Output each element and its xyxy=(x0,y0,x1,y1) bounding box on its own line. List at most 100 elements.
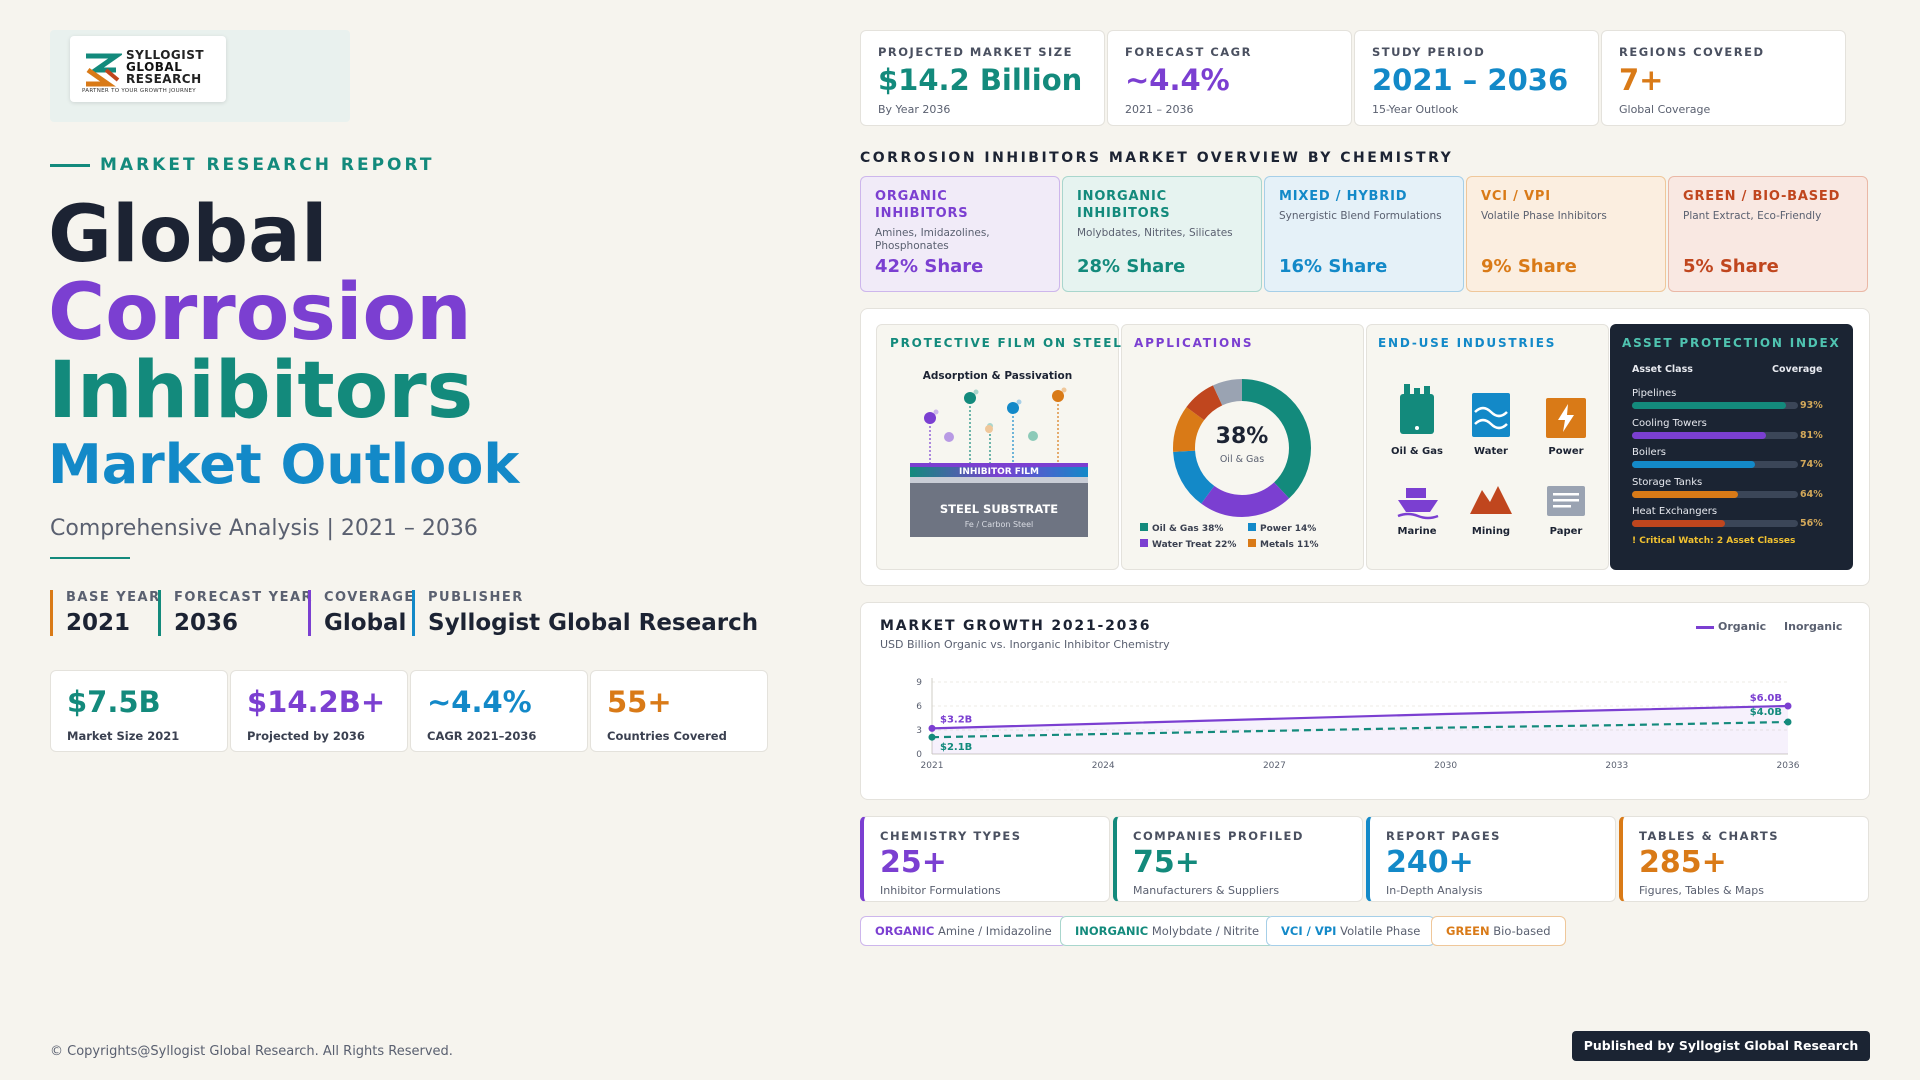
chemistry-desc: Molybdates, Nitrites, Silicates xyxy=(1077,226,1233,239)
stat-value: 2021 – 2036 xyxy=(1372,63,1569,97)
legend-item: Oil & Gas 38% xyxy=(1140,523,1248,534)
bottom-stat-sub: Manufacturers & Suppliers xyxy=(1133,884,1280,897)
chemistry-desc: Plant Extract, Eco-Friendly xyxy=(1683,209,1822,222)
coverage-col-header: Coverage xyxy=(1772,364,1823,375)
y-tick-label: 6 xyxy=(916,702,922,712)
chemistry-chip[interactable]: GREEN Bio-based xyxy=(1431,916,1566,946)
legend-text: Water Treat 22% xyxy=(1152,540,1237,550)
stat-sub: By Year 2036 xyxy=(878,103,951,116)
asset-col-header: Asset Class xyxy=(1632,364,1693,375)
series-line-organic xyxy=(931,704,1789,730)
legend-text: Power 14% xyxy=(1260,524,1317,534)
series-line-inorganic xyxy=(931,720,1789,739)
kpi-label: CAGR 2021–2036 xyxy=(427,729,537,743)
y-tick-label: 3 xyxy=(916,726,922,736)
meta-coverage: COVERAGE Global xyxy=(308,590,415,636)
chemistry-card-mixed: MIXED / HYBRID Synergistic Blend Formula… xyxy=(1264,176,1464,292)
chemistry-desc: Synergistic Blend Formulations xyxy=(1279,209,1442,222)
y-tick-label: 0 xyxy=(916,750,922,760)
series-end-point xyxy=(1784,702,1792,710)
chemistry-chip[interactable]: ORGANIC Amine / Imidazoline xyxy=(860,916,1067,946)
logo-text-line3: RESEARCH xyxy=(126,72,202,86)
meta-value: 2021 xyxy=(66,610,131,636)
applications-donut-chart xyxy=(1173,379,1311,517)
chip-text: Bio-based xyxy=(1489,924,1551,938)
stat-value: ~4.4% xyxy=(1125,63,1230,97)
stat-sub: 2021 – 2036 xyxy=(1125,103,1194,116)
overview-title: CORROSION INHIBITORS MARKET OVERVIEW BY … xyxy=(860,150,1454,166)
chemistry-share: 42% Share xyxy=(875,256,984,277)
legend-item: Water Treat 22% xyxy=(1140,539,1248,550)
chemistry-share: 16% Share xyxy=(1279,256,1388,277)
bottom-stat-label: REPORT PAGES xyxy=(1386,829,1501,843)
x-tick-label: 2030 xyxy=(1434,761,1457,771)
kpi-label: Market Size 2021 xyxy=(67,729,180,743)
legend-inorganic: Inorganic xyxy=(1784,620,1843,633)
meta-label: BASE YEAR xyxy=(66,590,161,605)
asset-coverage-percent: 64% xyxy=(1800,488,1823,500)
chip-text: Amine / Imidazoline xyxy=(934,924,1052,938)
asset-coverage-percent: 74% xyxy=(1800,459,1823,470)
x-tick-label: 2024 xyxy=(1092,761,1115,771)
chip-bold: GREEN xyxy=(1446,924,1490,938)
eyebrow-label: MARKET RESEARCH REPORT xyxy=(100,155,435,175)
end-use-industries-panel xyxy=(1366,324,1609,570)
y-tick-label: 9 xyxy=(916,678,922,688)
meta-forecast-year: FORECAST YEAR 2036 xyxy=(158,590,313,636)
logo-tagline: PARTNER TO YOUR GROWTH JOURNEY xyxy=(82,88,196,94)
legend-organic: Organic xyxy=(1718,620,1767,633)
asset-coverage-fill xyxy=(1632,520,1725,527)
asset-coverage-fill xyxy=(1632,402,1787,409)
film-caption: Adsorption & Passivation xyxy=(922,370,1073,382)
stat-value: $14.2 Billion xyxy=(878,63,1083,97)
bottom-stat-sub: Inhibitor Formulations xyxy=(880,884,1001,897)
x-tick-label: 2033 xyxy=(1605,761,1628,771)
asset-coverage-track xyxy=(1632,431,1798,439)
steel-substrate-block xyxy=(910,483,1088,537)
meta-label: PUBLISHER xyxy=(428,590,524,605)
stat-card: FORECAST CAGR ~4.4% 2021 – 2036 xyxy=(1107,30,1352,126)
industry-label: Power xyxy=(1548,446,1584,457)
chemistry-title: INORGANIC INHIBITORS xyxy=(1077,189,1171,221)
asset-row-label: Cooling Towers xyxy=(1632,417,1707,429)
chemistry-chip[interactable]: VCI / VPI Volatile Phase xyxy=(1266,916,1436,946)
chemistry-share: 5% Share xyxy=(1683,256,1779,277)
bottom-stat-value: 25+ xyxy=(880,845,947,880)
bottom-stat-sub: In-Depth Analysis xyxy=(1386,884,1483,897)
meta-publisher: PUBLISHER Syllogist Global Research xyxy=(412,590,758,636)
asset-protection-title: ASSET PROTECTION INDEX xyxy=(1622,336,1841,350)
logo-mark-icon xyxy=(86,53,122,87)
molecule-diagram xyxy=(924,387,1067,464)
publisher-button[interactable]: Published by Syllogist Global Research xyxy=(1572,1031,1870,1061)
chemistry-title: GREEN / BIO-BASED xyxy=(1683,189,1841,204)
growth-chart-title: MARKET GROWTH 2021-2036 xyxy=(880,618,1152,634)
eyebrow-divider xyxy=(50,164,90,167)
donut-slice-other-b xyxy=(1173,379,1311,517)
film-top-layer xyxy=(910,463,1088,467)
protective-film-title: PROTECTIVE FILM ON STEEL xyxy=(890,336,1123,350)
chemistry-card-inorganic: INORGANIC INHIBITORS Molybdates, Nitrite… xyxy=(1062,176,1262,292)
asset-coverage-percent: 56% xyxy=(1800,518,1823,529)
bottom-stat-card: REPORT PAGES 240+ In-Depth Analysis xyxy=(1366,816,1616,902)
market-growth-card xyxy=(860,602,1870,800)
legend-swatch xyxy=(1140,539,1148,547)
legend-text: Metals 11% xyxy=(1260,540,1319,550)
chemistry-chip[interactable]: INORGANIC Molybdate / Nitrite xyxy=(1060,916,1275,946)
industry-label: Water xyxy=(1474,446,1508,457)
series-start-point xyxy=(928,724,936,732)
chemistry-share: 9% Share xyxy=(1481,256,1577,277)
stat-value: 7+ xyxy=(1619,63,1664,97)
meta-label: COVERAGE xyxy=(324,590,415,605)
hero-title-line3: Inhibitors xyxy=(48,346,474,436)
bottom-stat-card: CHEMISTRY TYPES 25+ Inhibitor Formulatio… xyxy=(860,816,1110,902)
donut-center-value: 38% xyxy=(1215,424,1269,449)
asset-protection-panel xyxy=(1610,324,1853,570)
chip-text: Volatile Phase xyxy=(1336,924,1421,938)
growth-line-chart: 0 3 6 9 2021 2024 2027 2030 2033 2036 $3.2B $6.0B $2… xyxy=(916,678,1800,771)
film-interface-layer xyxy=(910,477,1088,483)
chip-text: Molybdate / Nitrite xyxy=(1148,924,1260,938)
donut-slice-water-treat xyxy=(1173,379,1311,517)
x-tick-label: 2027 xyxy=(1263,761,1286,771)
bottom-stat-card: TABLES & CHARTS 285+ Figures, Tables & M… xyxy=(1619,816,1869,902)
asset-row-label: Pipelines xyxy=(1632,388,1677,399)
